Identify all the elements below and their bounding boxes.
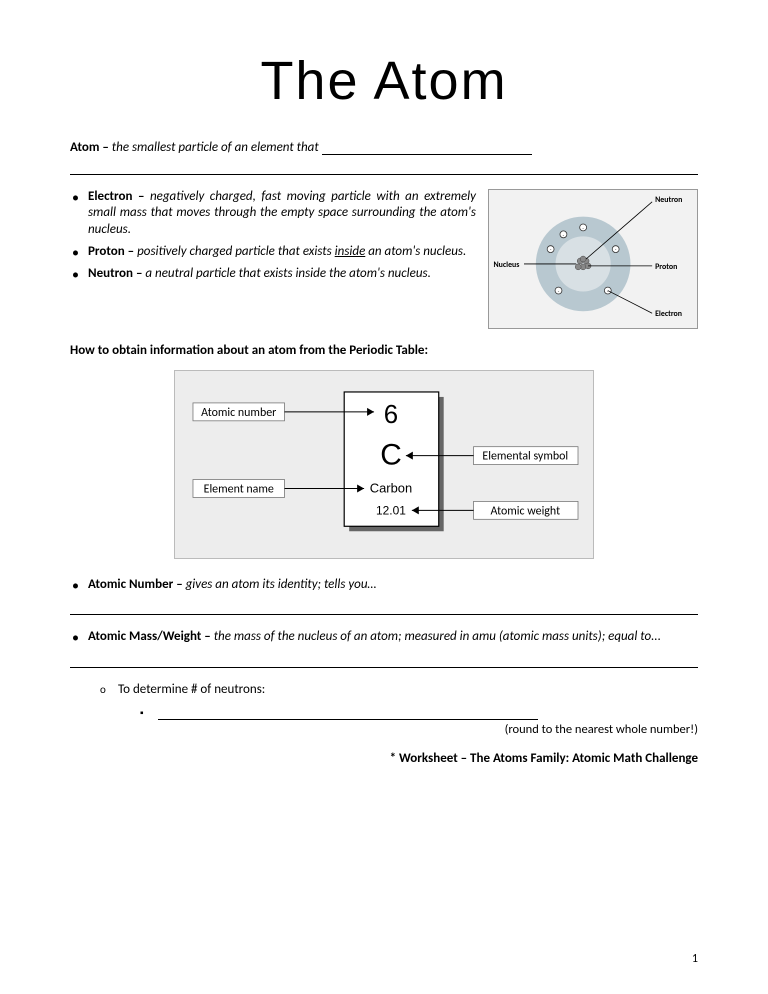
blank-line	[70, 601, 698, 615]
label-atomic-weight: Atomic weight	[490, 504, 560, 518]
electron-term: Electron –	[88, 189, 144, 204]
blank-line	[70, 161, 698, 175]
label-atomic-number: Atomic number	[201, 406, 276, 420]
sub-list-item: To determine # of neutrons: (round to th…	[118, 682, 698, 737]
pt-symbol: C	[380, 439, 402, 472]
label-elemental-symbol: Elemental symbol	[482, 450, 568, 464]
nucleus-label: Nucleus	[493, 260, 519, 270]
neutron-label: Neutron	[655, 195, 682, 205]
list-item: Electron – negatively charged, fast movi…	[88, 189, 476, 238]
electron-desc: negatively charged, fast moving particle…	[88, 189, 476, 237]
periodic-table-diagram: 6 C Carbon 12.01 Atomic number Element n…	[174, 370, 594, 559]
page-number: 1	[692, 952, 698, 966]
atom-diagram: -- -- -- Neutron Proton Electron Nucleus	[488, 189, 698, 329]
neutrons-text: To determine # of neutrons:	[118, 682, 265, 697]
pt-number: 6	[384, 401, 398, 429]
list-item: Atomic Mass/Weight – the mass of the nuc…	[88, 629, 698, 645]
atom-desc: the smallest particle of an element that	[112, 140, 319, 155]
particle-list: Electron – negatively charged, fast movi…	[70, 189, 476, 329]
atomic-number-desc: gives an atom its identity; tells you…	[186, 577, 377, 592]
atom-definition: Atom – the smallest particle of an eleme…	[70, 140, 698, 155]
pt-name: Carbon	[370, 480, 412, 495]
neutron-desc: a neutral particle that exists inside th…	[145, 266, 430, 281]
blank-line	[70, 654, 698, 668]
atomic-mass-term: Atomic Mass/Weight –	[88, 629, 211, 644]
pt-weight: 12.01	[376, 503, 406, 517]
proton-label: Proton	[655, 262, 677, 272]
section-heading: How to obtain information about an atom …	[70, 343, 698, 358]
electron-label: Electron	[655, 309, 682, 319]
blank-fill	[158, 719, 538, 720]
blank-fill	[322, 154, 532, 155]
proton-desc: positively charged particle that exists …	[137, 244, 466, 259]
sub-sub-item: (round to the nearest whole number!)	[158, 705, 698, 737]
list-item: Neutron – a neutral particle that exists…	[88, 266, 476, 282]
atomic-mass-desc: the mass of the nucleus of an atom; meas…	[214, 629, 661, 644]
neutron-term: Neutron –	[88, 266, 142, 281]
atom-term: Atom –	[70, 140, 109, 155]
list-item: Proton – positively charged particle tha…	[88, 244, 476, 260]
proton-term: Proton –	[88, 244, 134, 259]
label-element-name: Element name	[204, 482, 274, 496]
atomic-number-term: Atomic Number –	[88, 577, 183, 592]
worksheet-reference: * Worksheet – The Atoms Family: Atomic M…	[70, 751, 698, 766]
round-note: (round to the nearest whole number!)	[158, 722, 698, 737]
page-title: The Atom	[70, 50, 698, 112]
list-item: Atomic Number – gives an atom its identi…	[88, 577, 698, 593]
